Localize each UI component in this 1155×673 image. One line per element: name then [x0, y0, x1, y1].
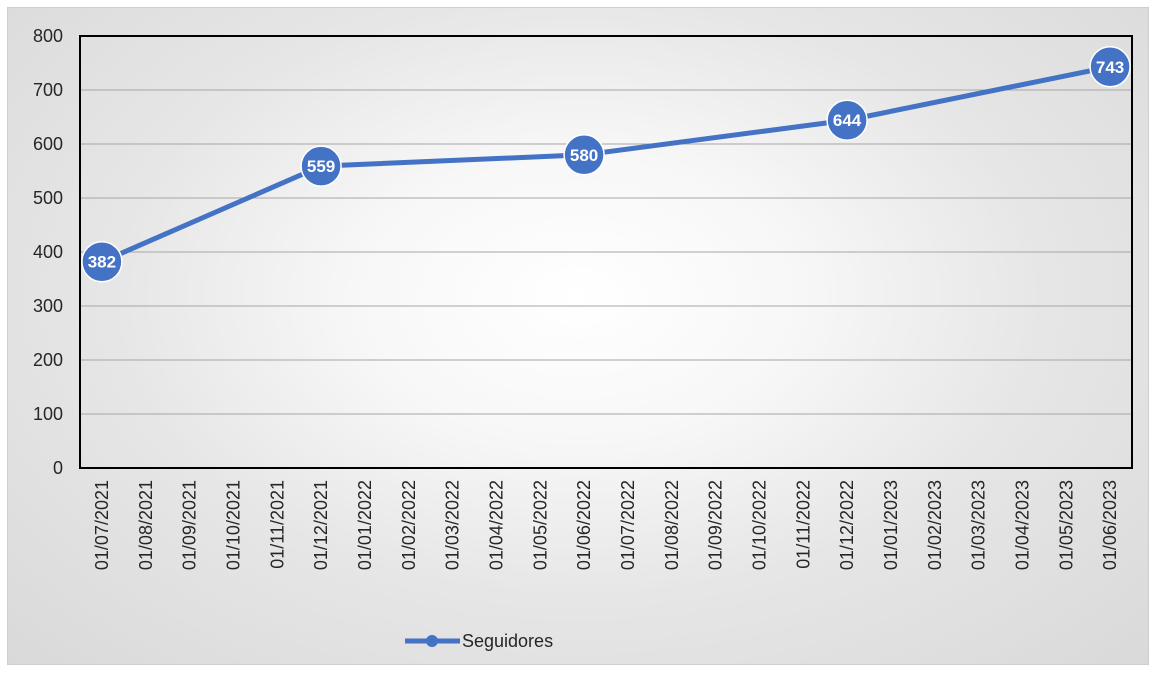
x-tick-label: 01/02/2023	[925, 480, 945, 570]
x-tick-label: 01/11/2022	[793, 480, 813, 569]
data-point	[563, 134, 605, 176]
data-point	[300, 145, 342, 187]
x-tick-label: 01/09/2022	[706, 480, 726, 570]
data-point	[1089, 46, 1131, 88]
y-tick-label: 200	[33, 350, 63, 370]
x-tick-label: 01/12/2022	[837, 480, 857, 570]
x-tick-label: 01/03/2023	[969, 480, 989, 570]
x-tick-label: 01/10/2022	[749, 480, 769, 570]
y-tick-label: 800	[33, 26, 63, 46]
x-tick-label: 01/03/2022	[443, 480, 463, 570]
x-tick-label: 01/05/2022	[530, 480, 550, 570]
data-label: 644	[833, 111, 862, 130]
x-tick-label: 01/04/2022	[486, 480, 506, 570]
series-layer: 382 559 580 644 743	[81, 46, 1131, 283]
series-line	[99, 64, 1113, 265]
data-label: 743	[1096, 58, 1124, 77]
y-tick-label: 500	[33, 188, 63, 208]
plot-area-border	[79, 35, 1133, 469]
y-tick-label: 700	[33, 80, 63, 100]
x-tick-label: 01/07/2021	[92, 480, 112, 570]
x-tick-label: 01/04/2023	[1012, 480, 1032, 570]
data-point	[81, 240, 123, 283]
y-tick-label: 300	[33, 296, 63, 316]
data-point	[826, 99, 868, 141]
y-tick-label: 100	[33, 404, 63, 424]
x-tick-label: 01/10/2021	[223, 480, 243, 570]
data-label: 559	[307, 157, 335, 176]
x-tick-label: 01/06/2023	[1100, 480, 1120, 570]
legend-label: Seguidores	[462, 631, 553, 651]
x-tick-label: 01/01/2023	[881, 480, 901, 570]
gridlines	[80, 89, 1132, 415]
data-label: 382	[88, 253, 116, 272]
x-tick-label: 01/08/2021	[136, 480, 156, 570]
y-tick-label: 600	[33, 134, 63, 154]
y-tick-label: 0	[53, 458, 63, 478]
y-tick-label: 400	[33, 242, 63, 262]
y-axis-tick-labels: 0 100 200 300 400 500 600 700 800	[33, 26, 63, 478]
chart-area	[7, 7, 1149, 665]
x-tick-label: 01/08/2022	[662, 480, 682, 570]
x-tick-label: 01/06/2022	[574, 480, 594, 570]
data-label: 580	[570, 146, 598, 165]
legend: Seguidores	[405, 631, 553, 651]
x-tick-label: 01/05/2023	[1056, 480, 1076, 570]
x-axis-tick-labels: 01/07/2021 01/08/2021 01/09/2021 01/10/2021…	[92, 480, 1120, 570]
x-tick-label: 01/09/2021	[180, 480, 200, 570]
x-tick-label: 01/07/2022	[618, 480, 638, 570]
x-tick-label: 01/02/2022	[399, 480, 419, 570]
legend-point-marker	[426, 635, 438, 647]
x-tick-label: 01/01/2022	[355, 480, 375, 570]
x-tick-label: 01/11/2021	[267, 480, 287, 569]
x-tick-label: 01/12/2021	[311, 480, 331, 570]
